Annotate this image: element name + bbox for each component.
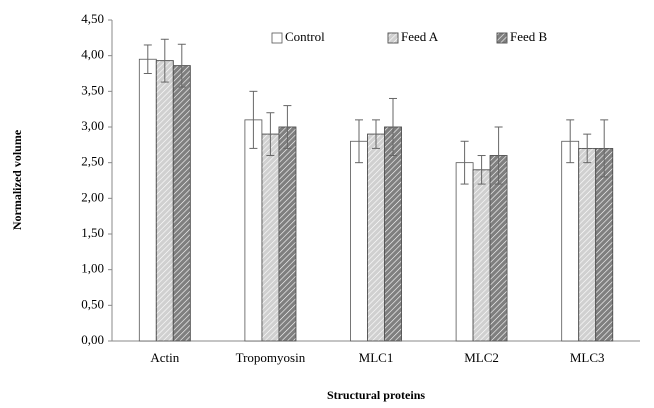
error-bar — [160, 38, 169, 83]
bar-hatch — [384, 126, 402, 342]
bar — [244, 119, 263, 342]
x-axis-title: Structural proteins — [327, 388, 425, 402]
y-tick-label: 0,00 — [81, 332, 104, 347]
y-tick-label: 1,00 — [81, 261, 104, 276]
error-bar — [477, 155, 486, 185]
error-bar — [283, 105, 292, 149]
y-tick-label: 2,00 — [81, 189, 104, 204]
bar-hatch — [261, 133, 280, 342]
bar-hatch — [367, 133, 385, 342]
error-bar — [266, 112, 275, 157]
y-axis-title: Normalized volume — [10, 129, 24, 230]
error-bar — [583, 133, 592, 164]
error-bar — [355, 119, 363, 164]
legend-label: Feed A — [401, 29, 439, 44]
bar — [138, 58, 157, 342]
error-bar — [566, 119, 575, 164]
error-bar — [460, 140, 469, 185]
x-tick-label: Tropomyosin — [236, 350, 306, 365]
y-tick-label: 4,00 — [81, 47, 104, 62]
y-tick-label: 0,50 — [81, 296, 104, 311]
error-bar — [389, 97, 397, 157]
legend-label: Control — [285, 29, 325, 44]
bar — [350, 140, 368, 342]
x-tick-label: MLC3 — [570, 350, 605, 365]
error-bar — [372, 119, 380, 149]
legend-label: Feed B — [510, 29, 548, 44]
error-bar — [600, 119, 609, 178]
bar-hatch — [578, 147, 597, 342]
y-tick-label: 3,50 — [81, 82, 104, 97]
error-bar — [143, 44, 152, 74]
bar — [561, 140, 580, 342]
bar — [455, 162, 474, 342]
legend-swatch-hatch — [496, 32, 508, 44]
bar-hatch — [155, 60, 174, 342]
bar-hatch — [172, 65, 191, 342]
y-tick-label: 2,50 — [81, 154, 104, 169]
x-tick-label: MLC2 — [464, 350, 499, 365]
y-tick-label: 3,00 — [81, 118, 104, 133]
bar-hatch — [472, 169, 491, 342]
error-bar — [249, 90, 258, 149]
x-tick-label: Actin — [150, 350, 179, 365]
error-bar — [177, 43, 186, 88]
error-bar — [494, 126, 503, 185]
x-tick-label: MLC1 — [359, 350, 394, 365]
legend-swatch — [271, 32, 283, 44]
bar-hatch — [278, 126, 297, 342]
y-tick-label: 4,50 — [81, 11, 104, 26]
legend-swatch-hatch — [387, 32, 399, 44]
y-tick-label: 1,50 — [81, 225, 104, 240]
